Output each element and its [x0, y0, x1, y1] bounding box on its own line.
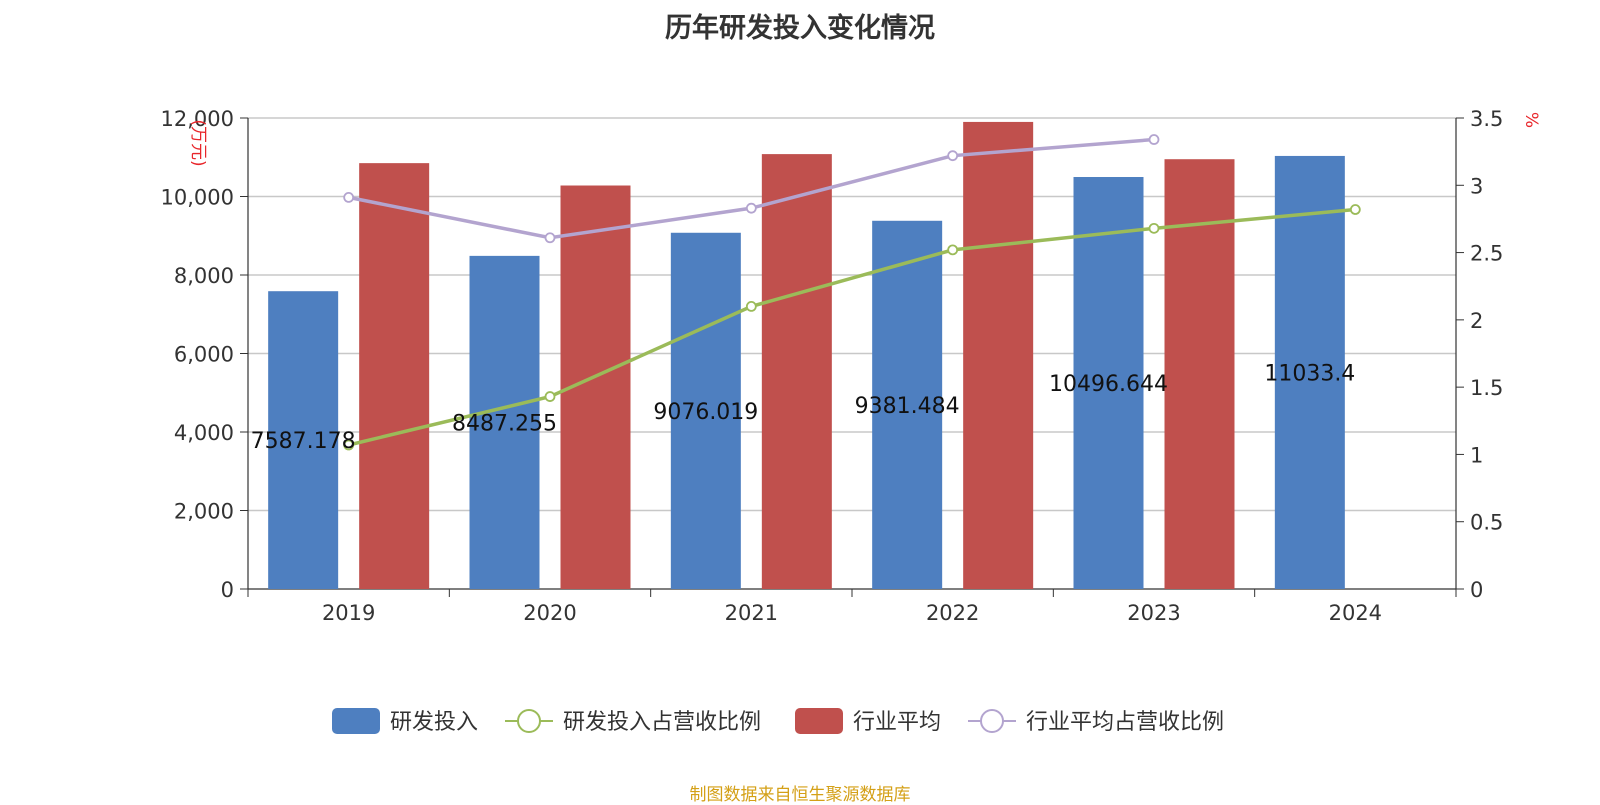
industry-ratio-point — [947, 150, 959, 162]
industry-ratio-point — [1148, 134, 1160, 145]
industry-bar — [963, 121, 1034, 590]
y-right-tick-label: 1.5 — [1470, 376, 1503, 400]
legend-rd: 研发投入 — [332, 708, 478, 735]
legend-industry-ratio-swatch-marker — [980, 709, 1004, 733]
rd-bar — [670, 232, 741, 590]
legend-rd-ratio-swatch-marker — [517, 709, 541, 733]
legend-industry: 行业平均 — [795, 708, 941, 735]
legend-industry-label: 行业平均 — [853, 710, 941, 735]
legend-industry-ratio: 行业平均占营收比例 — [968, 709, 1224, 735]
axes: 0 2,000 4,000 6,000 8,000 10,000 12,000 0 0.5 1 1.… — [161, 107, 1541, 625]
y-right-tick-label: 2 — [1470, 309, 1483, 333]
rd-bar — [872, 220, 943, 590]
rd-data-label: 11033.4 — [1264, 361, 1355, 386]
bars — [268, 121, 1345, 590]
rd-ratio-point — [544, 391, 556, 402]
rd-ratio-point — [1148, 222, 1160, 234]
data-labels: 7587.178 8487.255 9076.019 9381.484 10496.64… — [251, 361, 1356, 454]
y-left-tick-label: 4,000 — [174, 421, 234, 445]
y-right-tick-label: 0.5 — [1470, 511, 1503, 535]
y-right-tick-label: 1 — [1470, 443, 1483, 467]
source-note: 制图数据来自恒生聚源数据库 — [689, 785, 911, 805]
rd-ratio-line — [348, 207, 1356, 447]
industry-bar — [1164, 159, 1235, 589]
y-left-tick-label: 0 — [221, 578, 234, 602]
x-tick-label: 2022 — [926, 601, 979, 625]
rd-ratio-point — [343, 439, 355, 451]
x-tick-label: 2019 — [322, 601, 375, 625]
rd-data-label: 7587.178 — [251, 429, 356, 454]
y-right-unit: % — [1521, 112, 1541, 128]
rd-data-label: 9381.484 — [855, 394, 960, 419]
rd-bar — [1073, 177, 1144, 590]
x-tick-label: 2021 — [725, 601, 778, 625]
y-left-unit: (万元) — [188, 119, 208, 166]
rd-ratio-point — [1349, 204, 1361, 215]
industry-bar — [761, 154, 832, 590]
rd-bar — [1274, 155, 1345, 589]
industry-bar — [359, 163, 430, 589]
legend: 研发投入 研发投入占营收比例 行业平均 行业平均占营收比例 — [332, 708, 1224, 735]
legend-rd-swatch — [332, 708, 380, 734]
y-left-tick-label: 12,000 — [161, 107, 234, 131]
legend-rd-label: 研发投入 — [390, 710, 478, 735]
rd-bar — [268, 291, 339, 589]
industry-ratio-point — [745, 202, 757, 214]
y-left-tick-label: 8,000 — [174, 264, 234, 288]
legend-rd-ratio: 研发投入占营收比例 — [505, 709, 761, 735]
y-right-tick-label: 3.5 — [1470, 107, 1503, 131]
y-left-tick-label: 6,000 — [174, 343, 234, 367]
y-right-tick-label: 2.5 — [1470, 242, 1503, 266]
y-right-tick-label: 3 — [1470, 174, 1483, 198]
x-tick-label: 2024 — [1329, 601, 1382, 625]
industry-ratio-point — [544, 232, 556, 244]
rd-ratio-point — [745, 300, 757, 312]
y-right-tick-label: 0 — [1470, 578, 1483, 602]
legend-industry-ratio-label: 行业平均占营收比例 — [1026, 710, 1224, 735]
legend-rd-ratio-label: 研发投入占营收比例 — [563, 710, 761, 735]
rd-data-label: 10496.644 — [1049, 372, 1168, 397]
x-tick-label: 2023 — [1127, 601, 1180, 625]
lines — [343, 134, 1361, 451]
rd-data-label: 9076.019 — [653, 400, 758, 425]
rd-ratio-point — [947, 244, 959, 256]
grid-lines — [248, 117, 1456, 512]
legend-industry-swatch — [795, 708, 843, 734]
rd-bar — [469, 255, 540, 589]
industry-ratio-line — [348, 137, 1155, 240]
y-left-tick-label: 2,000 — [174, 500, 234, 524]
industry-ratio-point — [343, 191, 355, 203]
rd-data-label: 8487.255 — [452, 411, 557, 436]
x-tick-label: 2020 — [523, 601, 576, 625]
y-left-tick-label: 10,000 — [161, 186, 234, 210]
chart-title: 历年研发投入变化情况 — [665, 13, 935, 44]
